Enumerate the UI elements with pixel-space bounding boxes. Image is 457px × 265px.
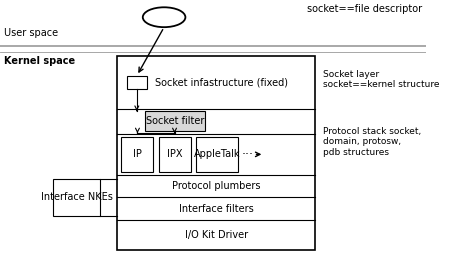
Text: socket==file descriptor: socket==file descriptor — [307, 4, 422, 14]
Text: Kernel space: Kernel space — [4, 56, 75, 66]
Bar — [53, 179, 100, 216]
Text: Protocol stack socket,
domain, protosw,
pdb structures: Protocol stack socket, domain, protosw, … — [323, 127, 421, 157]
Bar — [196, 137, 238, 172]
Bar — [122, 137, 154, 172]
Text: AppleTalk: AppleTalk — [194, 149, 240, 159]
Text: Socket filter: Socket filter — [146, 116, 204, 126]
Text: User space: User space — [4, 28, 58, 38]
Text: Protocol plumbers: Protocol plumbers — [172, 181, 260, 191]
Text: Socket infastructure (fixed): Socket infastructure (fixed) — [155, 77, 288, 87]
Text: I/O Kit Driver: I/O Kit Driver — [185, 230, 248, 240]
Text: Interface filters: Interface filters — [179, 204, 254, 214]
Bar — [145, 111, 205, 131]
Text: IP: IP — [133, 149, 142, 159]
Bar — [127, 76, 147, 89]
Text: ···: ··· — [242, 148, 254, 161]
Text: Interface NKEs: Interface NKEs — [41, 192, 113, 202]
Bar — [159, 137, 191, 172]
Text: IPX: IPX — [167, 149, 182, 159]
Bar — [117, 56, 315, 250]
Text: Socket layer
socket==kernel structure: Socket layer socket==kernel structure — [323, 70, 440, 89]
